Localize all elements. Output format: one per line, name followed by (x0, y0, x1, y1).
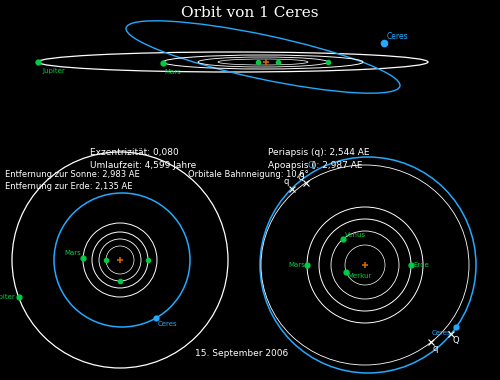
Text: q: q (284, 177, 288, 186)
Text: Ceres: Ceres (432, 330, 452, 336)
Text: Exzentrizität: 0,080: Exzentrizität: 0,080 (90, 148, 179, 157)
Text: Apoapsis (: Apoapsis ( (268, 161, 315, 170)
Text: Ceres: Ceres (387, 32, 408, 41)
Text: Q: Q (298, 173, 304, 182)
Text: Mars: Mars (164, 69, 181, 75)
Text: Q: Q (307, 161, 314, 170)
Text: Entfernung zur Erde: 2,135 AE: Entfernung zur Erde: 2,135 AE (5, 182, 132, 191)
Text: 15. September 2006: 15. September 2006 (196, 349, 288, 358)
Text: Orbit von 1 Ceres: Orbit von 1 Ceres (181, 6, 319, 20)
Text: Mars: Mars (288, 262, 305, 268)
Text: Entfernung zur Sonne: 2,983 AE: Entfernung zur Sonne: 2,983 AE (5, 170, 140, 179)
Text: Merkur: Merkur (347, 273, 372, 279)
Text: Jupiter: Jupiter (0, 294, 16, 300)
Text: ): 2,987 AE: ): 2,987 AE (313, 161, 362, 170)
Text: Mars: Mars (64, 250, 81, 256)
Text: q: q (432, 344, 438, 353)
Text: Erde: Erde (413, 262, 429, 268)
Text: Venus: Venus (345, 232, 366, 238)
Text: Ceres: Ceres (158, 321, 178, 327)
Text: Q: Q (452, 336, 460, 345)
Text: Orbitale Bahnneigung: 10,6°: Orbitale Bahnneigung: 10,6° (188, 170, 308, 179)
Text: Periapsis (q): 2,544 AE: Periapsis (q): 2,544 AE (268, 148, 370, 157)
Text: Umlaufzeit: 4,599 Jahre: Umlaufzeit: 4,599 Jahre (90, 161, 196, 170)
Text: Jupiter: Jupiter (42, 68, 65, 74)
